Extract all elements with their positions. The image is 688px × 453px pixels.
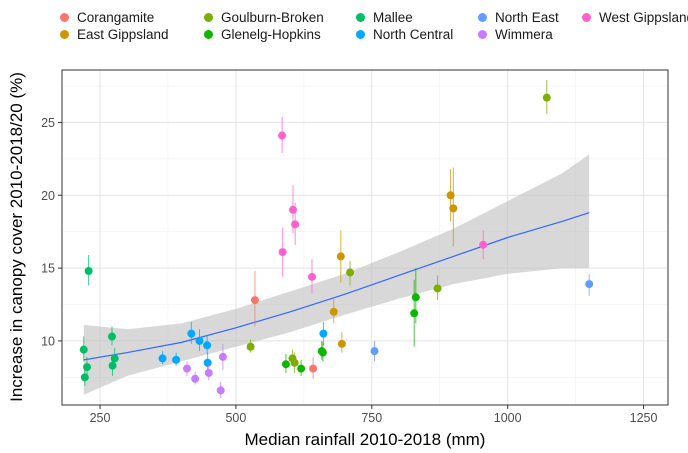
data-point xyxy=(216,386,225,395)
data-point xyxy=(411,293,420,302)
points xyxy=(79,80,594,398)
x-axis: 250 500 750 1000 1250 xyxy=(90,405,658,425)
legend-label: North East xyxy=(495,10,559,25)
data-point xyxy=(281,360,290,369)
legend-swatch xyxy=(582,13,591,22)
y-tick-label: 15 xyxy=(41,262,55,276)
data-point xyxy=(346,268,355,277)
legend-item: Glenelg-Hopkins xyxy=(204,27,321,42)
legend-label: West Gippsland xyxy=(599,10,688,25)
data-point xyxy=(203,358,212,367)
legend-swatch xyxy=(478,30,487,39)
legend-swatch xyxy=(478,13,487,22)
data-point xyxy=(290,358,299,367)
y-tick-label: 25 xyxy=(41,116,55,130)
data-point xyxy=(108,332,117,341)
legend-item: North East xyxy=(478,10,559,25)
data-point xyxy=(79,345,88,354)
legend-item: West Gippsland xyxy=(582,10,688,25)
data-point xyxy=(191,374,200,383)
trend-line-group xyxy=(83,212,590,361)
data-point xyxy=(195,336,204,345)
legend-label: Mallee xyxy=(373,10,413,25)
legend-item: Corangamite xyxy=(60,10,154,25)
legend-label: Corangamite xyxy=(77,10,155,25)
data-point xyxy=(297,364,306,373)
x-tick-label: 1000 xyxy=(494,411,522,425)
data-point xyxy=(410,309,419,318)
legend-swatch xyxy=(60,30,69,39)
data-point xyxy=(246,342,255,351)
x-tick-label: 1250 xyxy=(630,411,658,425)
data-point xyxy=(110,354,119,363)
data-point xyxy=(288,205,297,214)
data-point xyxy=(278,248,287,257)
data-point xyxy=(80,373,89,382)
legend-swatch xyxy=(204,13,213,22)
legend-label: Goulburn-Broken xyxy=(221,10,324,25)
data-point xyxy=(449,204,458,213)
data-point xyxy=(319,329,328,338)
data-point xyxy=(337,339,346,348)
data-point xyxy=(250,296,259,305)
data-point xyxy=(479,240,488,249)
legend-swatch xyxy=(204,30,213,39)
legend-item: North Central xyxy=(356,27,453,42)
x-tick-label: 750 xyxy=(361,411,382,425)
data-point xyxy=(585,280,594,289)
legend-item: Goulburn-Broken xyxy=(204,10,324,25)
x-tick-label: 250 xyxy=(90,411,111,425)
data-point xyxy=(158,354,167,363)
legend-swatch xyxy=(60,13,69,22)
data-point xyxy=(204,368,213,377)
data-point xyxy=(446,191,455,200)
legend-label: North Central xyxy=(373,27,454,42)
x-tick-label: 500 xyxy=(225,411,246,425)
legend-item: Wimmera xyxy=(478,27,553,42)
data-point xyxy=(329,307,338,316)
y-tick-label: 10 xyxy=(41,334,55,348)
y-axis: 10 15 20 25 xyxy=(41,116,62,348)
legend-label: East Gippsland xyxy=(77,27,169,42)
data-point xyxy=(278,131,287,140)
data-point xyxy=(108,361,117,370)
legend-item: East Gippsland xyxy=(60,27,169,42)
legend-label: Wimmera xyxy=(495,27,553,42)
data-point xyxy=(309,364,318,373)
data-point xyxy=(183,364,192,373)
data-point xyxy=(291,220,300,229)
data-point xyxy=(370,347,379,356)
data-point xyxy=(308,272,317,281)
data-point xyxy=(203,341,212,350)
x-axis-label: Median rainfall 2010-2018 (mm) xyxy=(245,430,486,449)
y-axis-label: Increase in canopy cover 2010-2018/20 (%… xyxy=(7,72,26,402)
data-point xyxy=(83,363,92,372)
data-point xyxy=(187,329,196,338)
trend-line xyxy=(83,212,590,361)
legend-item: Mallee xyxy=(356,10,413,25)
legend-swatch xyxy=(356,13,365,22)
data-point xyxy=(433,284,442,293)
data-point xyxy=(218,352,227,361)
data-point xyxy=(336,252,345,261)
y-tick-label: 20 xyxy=(41,189,55,203)
legend: Corangamite East Gippsland Goulburn-Broken… xyxy=(60,10,688,44)
data-point xyxy=(542,93,551,102)
data-point xyxy=(172,355,181,364)
data-point xyxy=(318,348,327,357)
legend-label: Glenelg-Hopkins xyxy=(221,27,321,42)
legend-swatch xyxy=(356,30,365,39)
plot-border xyxy=(61,69,669,406)
data-point xyxy=(84,267,93,275)
